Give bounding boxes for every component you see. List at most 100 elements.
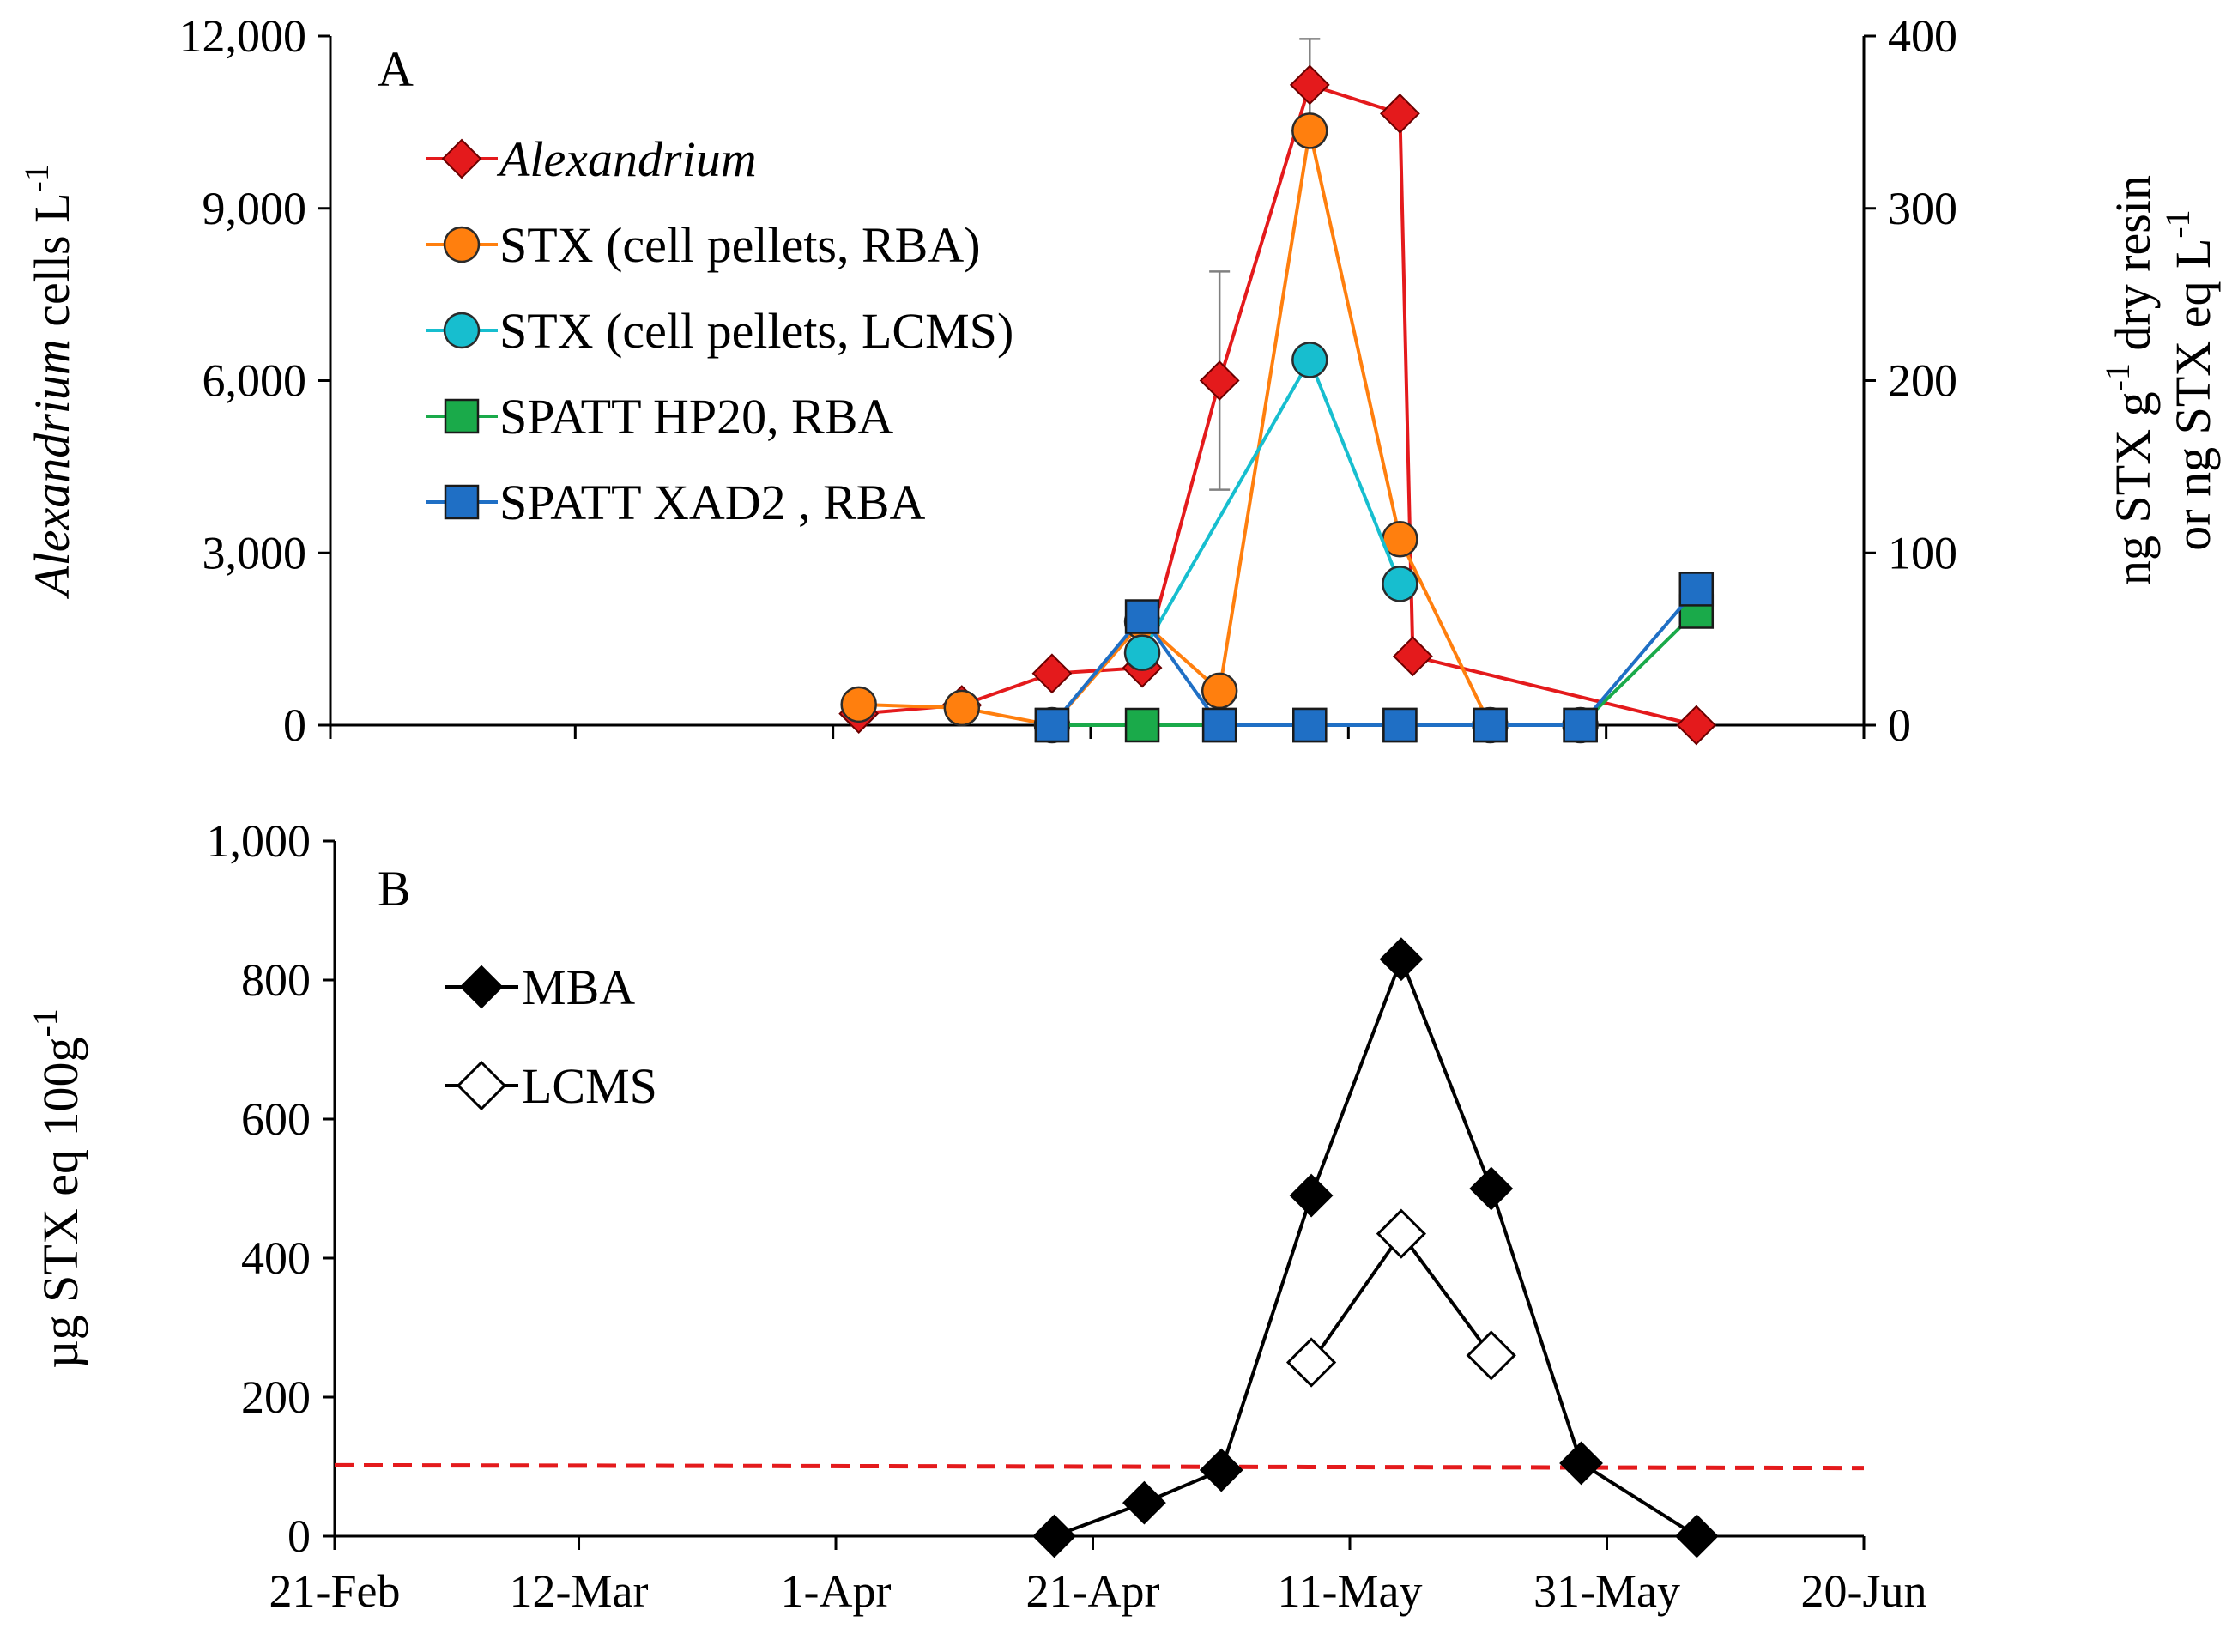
data-point bbox=[1122, 1480, 1166, 1525]
a-right-tick-label: 400 bbox=[1888, 10, 1957, 62]
legend-label: STX (cell pellets, LCMS) bbox=[499, 303, 1013, 359]
b-left-tick-label: 200 bbox=[241, 1371, 311, 1423]
right-label-line1-b: dry resin bbox=[2105, 175, 2161, 363]
data-point bbox=[1392, 636, 1433, 677]
a-right-tick-label: 200 bbox=[1888, 355, 1957, 407]
data-point bbox=[1292, 707, 1328, 743]
legend-label: SPATT XAD2 , RBA bbox=[499, 475, 925, 530]
data-point bbox=[1124, 599, 1160, 634]
legend-marker bbox=[444, 484, 480, 520]
data-point bbox=[1678, 572, 1715, 607]
data-point bbox=[943, 689, 981, 727]
legend-marker bbox=[443, 226, 481, 263]
data-point bbox=[1124, 707, 1160, 743]
legend-item: STX (cell pellets, LCMS) bbox=[426, 303, 1013, 359]
legend-label: MBA bbox=[522, 959, 635, 1015]
panel-a-left-ticks: 0 3,000 6,000 9,000 12,000 bbox=[179, 10, 330, 751]
right-label-line1-sup: -1 bbox=[2098, 363, 2137, 391]
left-axis-label-sup: -1 bbox=[17, 164, 56, 192]
data-point bbox=[1199, 1448, 1243, 1492]
data-point bbox=[1376, 1208, 1427, 1259]
data-point bbox=[1289, 1173, 1334, 1218]
a-right-tick-label: 300 bbox=[1888, 183, 1957, 234]
data-point bbox=[1034, 707, 1070, 743]
data-point bbox=[1674, 1514, 1719, 1558]
a-left-tick-label: 3,000 bbox=[203, 527, 307, 578]
data-point bbox=[1201, 672, 1238, 710]
regulatory-limit-line bbox=[334, 1462, 1865, 1471]
b-left-tick-label: 400 bbox=[241, 1232, 311, 1284]
data-point bbox=[1291, 112, 1328, 149]
legend-marker bbox=[443, 312, 481, 349]
panel-b-left-ticks: 0 200 400 600 800 1,000 bbox=[207, 815, 335, 1562]
data-point bbox=[1676, 705, 1717, 746]
legend-item: LCMS bbox=[445, 1058, 657, 1114]
b-x-tick-label: 21-Apr bbox=[1026, 1565, 1160, 1617]
panel-a-legend: Alexandrium STX (cell pellets, RBA) STX (c… bbox=[426, 131, 1013, 530]
panel-b-label: B bbox=[378, 861, 411, 917]
panel-a-x-ticks bbox=[329, 725, 1866, 739]
series-4 bbox=[1034, 572, 1715, 743]
legend-item: Alexandrium bbox=[426, 131, 757, 187]
legend-label: SPATT HP20, RBA bbox=[499, 389, 893, 445]
data-point bbox=[1291, 342, 1328, 378]
legend-item: MBA bbox=[445, 959, 635, 1015]
data-point bbox=[1032, 1514, 1077, 1558]
b-left-label-a: µg STX eq 100g bbox=[33, 1038, 88, 1369]
panel-b-left-axis-label: µg STX eq 100g-1 bbox=[26, 1008, 88, 1369]
a-left-tick-label: 12,000 bbox=[179, 10, 307, 62]
b-left-tick-label: 0 bbox=[287, 1510, 311, 1562]
panel-a-right-axis-label-line1: ng STX g-1 dry resin bbox=[2098, 175, 2161, 585]
panel-b-series bbox=[1032, 937, 1719, 1558]
panel-a-left-axis-label: Alexandrium cells L-1 bbox=[17, 164, 80, 600]
data-point bbox=[1289, 64, 1330, 106]
legend-label: Alexandrium bbox=[496, 131, 757, 187]
right-label-line2-a: or ng STX eq L bbox=[2165, 239, 2221, 551]
a-right-tick-label: 100 bbox=[1888, 527, 1957, 578]
data-point bbox=[1473, 707, 1508, 743]
data-point bbox=[1123, 634, 1161, 671]
legend-item: SPATT XAD2 , RBA bbox=[426, 475, 925, 530]
data-point bbox=[1201, 707, 1237, 743]
b-left-tick-label: 600 bbox=[241, 1093, 311, 1145]
b-x-tick-label: 21-Feb bbox=[269, 1565, 401, 1617]
series-line bbox=[1053, 954, 1698, 1538]
legend-label: STX (cell pellets, RBA) bbox=[499, 217, 981, 273]
b-series-0 bbox=[1032, 937, 1719, 1558]
data-point bbox=[1382, 707, 1418, 743]
data-point bbox=[1559, 1441, 1603, 1486]
panel-a-label: A bbox=[378, 41, 414, 97]
a-right-tick-label: 0 bbox=[1888, 699, 1911, 751]
data-point bbox=[1466, 1330, 1516, 1381]
data-point bbox=[1285, 1337, 1337, 1388]
data-point bbox=[840, 686, 877, 723]
panel-a-right-axis-label-line2: or ng STX eq L-1 bbox=[2158, 209, 2221, 550]
legend-item: STX (cell pellets, RBA) bbox=[426, 217, 981, 273]
b-left-tick-label: 800 bbox=[241, 954, 311, 1006]
left-axis-label-italic: Alexandrium bbox=[24, 339, 80, 600]
series-2 bbox=[1123, 342, 1418, 671]
panel-b-legend: MBA LCMS bbox=[445, 959, 657, 1114]
data-point bbox=[1379, 937, 1424, 982]
legend-marker bbox=[459, 965, 504, 1009]
right-label-line1-a: ng STX g bbox=[2105, 391, 2161, 585]
data-point bbox=[1382, 566, 1418, 602]
panel-a-right-ticks: 0 100 200 300 400 bbox=[1864, 10, 1957, 751]
legend-label: LCMS bbox=[522, 1058, 657, 1114]
data-point bbox=[1379, 93, 1420, 134]
b-series-1 bbox=[1285, 1208, 1516, 1388]
a-left-tick-label: 0 bbox=[283, 699, 306, 751]
left-axis-label-rest: cells L bbox=[24, 193, 80, 340]
a-left-tick-label: 9,000 bbox=[203, 183, 307, 234]
legend-marker bbox=[444, 398, 480, 434]
data-point bbox=[1469, 1166, 1514, 1211]
legend-item: SPATT HP20, RBA bbox=[426, 389, 893, 445]
panel-b: 0 200 400 600 800 1,000 21-Feb 12-Mar 1-Apr 21-A… bbox=[26, 815, 1927, 1617]
b-left-tick-label: 1,000 bbox=[207, 815, 312, 867]
data-point bbox=[1563, 707, 1598, 743]
data-point bbox=[1031, 653, 1073, 694]
panel-b-x-ticks: 21-Feb 12-Mar 1-Apr 21-Apr 11-May 31-May 20-Ju… bbox=[269, 1536, 1927, 1617]
b-x-tick-label: 12-Mar bbox=[510, 1565, 649, 1617]
series-line bbox=[858, 82, 1697, 727]
